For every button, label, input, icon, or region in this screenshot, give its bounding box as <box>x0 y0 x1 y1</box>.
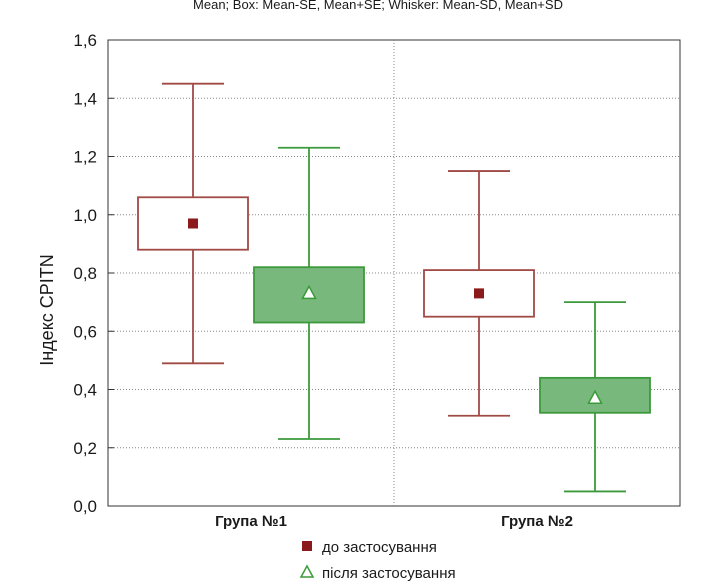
mean-marker-square <box>474 288 484 299</box>
x-axis-categories: Група №1 Група №2 <box>215 513 573 530</box>
x-category-label: Група №1 <box>215 513 287 530</box>
y-tick-label: 1,4 <box>73 89 97 108</box>
mean-marker-triangle <box>301 284 317 300</box>
y-tick-label: 0,0 <box>73 497 97 516</box>
y-tick-label: 1,6 <box>73 31 97 50</box>
y-tick-label: 1,0 <box>73 206 97 225</box>
series-2 <box>253 146 651 493</box>
mean-marker-square <box>188 218 198 229</box>
legend: до застосування після застосування <box>299 539 456 582</box>
y-tick-label: 0,8 <box>73 264 97 283</box>
mean-marker-triangle <box>587 389 603 404</box>
y-tick-label: 0,6 <box>73 322 97 341</box>
y-tick-label: 0,4 <box>73 381 97 400</box>
x-category-label: Група №2 <box>501 513 573 530</box>
y-tick-label: 0,2 <box>73 439 97 458</box>
data-series <box>137 82 651 493</box>
legend-label: після застосування <box>322 565 456 582</box>
legend-marker-triangle <box>299 564 315 578</box>
gridlines <box>108 40 680 506</box>
legend-marker-square <box>302 541 312 551</box>
chart-title: Mean; Box: Mean-SE, Mean+SE; Whisker: Me… <box>193 0 563 12</box>
legend-label: до застосування <box>322 539 437 556</box>
y-axis-ticks: 0,0 0,2 0,4 0,6 0,8 1,0 1,2 1,4 1,6 <box>73 31 114 516</box>
y-axis-title: Індекс CPITN <box>37 254 57 366</box>
y-tick-label: 1,2 <box>73 148 97 167</box>
series-1 <box>137 82 535 417</box>
